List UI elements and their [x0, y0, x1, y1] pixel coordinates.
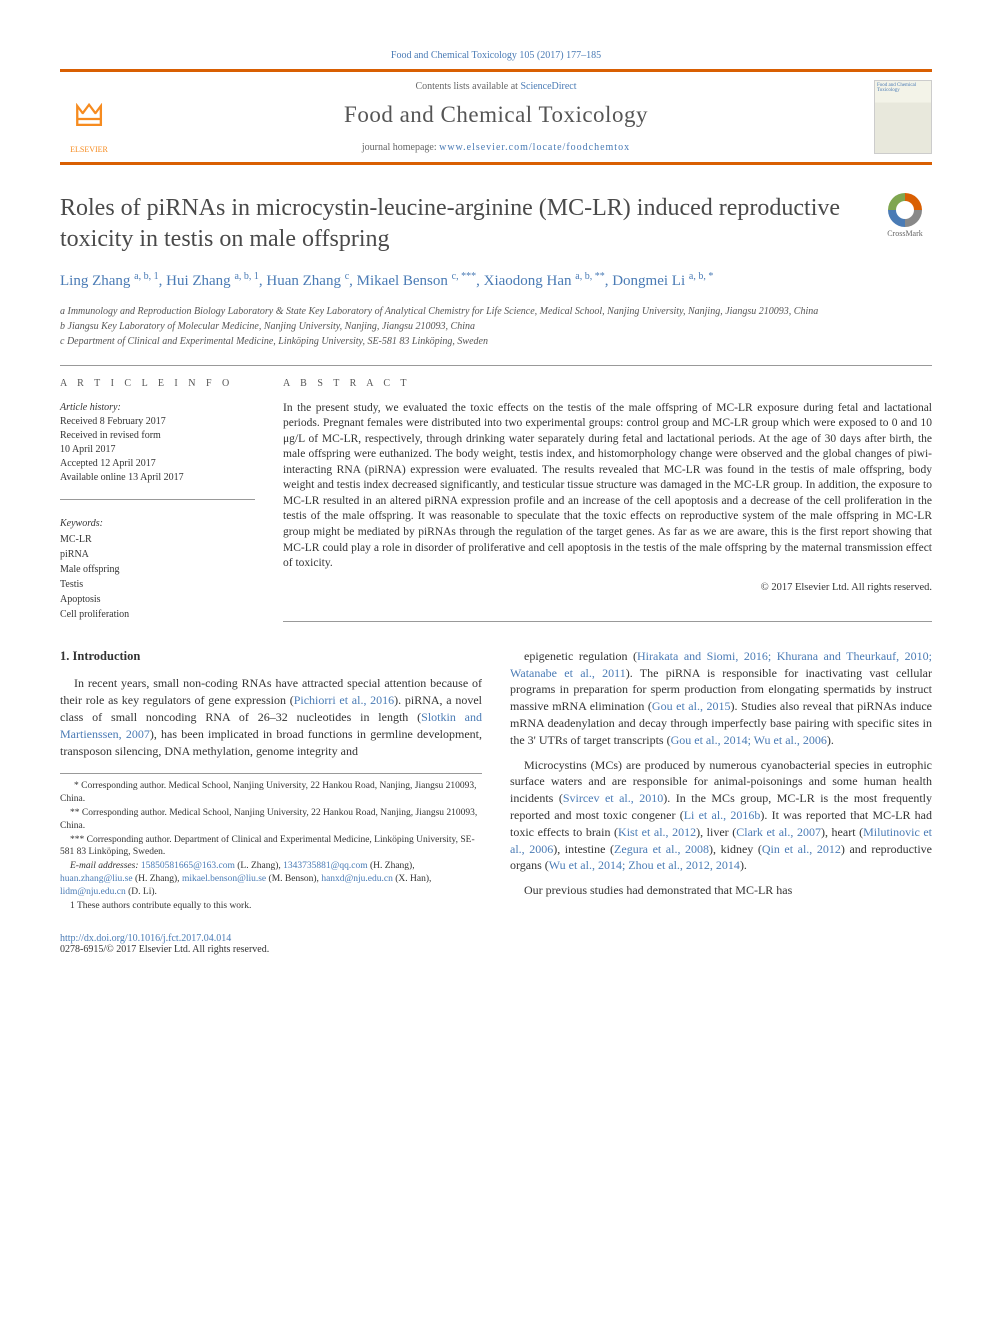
- bottom-bar: http://dx.doi.org/10.1016/j.fct.2017.04.…: [60, 933, 932, 955]
- homepage-line: journal homepage: www.elsevier.com/locat…: [136, 142, 856, 153]
- body-paragraph: epigenetic regulation (Hirakata and Siom…: [510, 648, 932, 749]
- article-title: Roles of piRNAs in microcystin-leucine-a…: [60, 193, 866, 255]
- authors-line: Ling Zhang a, b, 1, Hui Zhang a, b, 1, H…: [60, 269, 932, 293]
- article-info-label: A R T I C L E I N F O: [60, 378, 255, 389]
- journal-name: Food and Chemical Toxicology: [136, 102, 856, 128]
- doi-link[interactable]: http://dx.doi.org/10.1016/j.fct.2017.04.…: [60, 933, 231, 944]
- body-paragraph: Microcystins (MCs) are produced by numer…: [510, 757, 932, 875]
- keywords-block: Keywords: MC-LRpiRNAMale offspringTestis…: [60, 516, 255, 622]
- body-columns: 1. Introduction In recent years, small n…: [60, 648, 932, 914]
- body-paragraph: In recent years, small non-coding RNAs h…: [60, 675, 482, 759]
- article-info-column: A R T I C L E I N F O Article history: R…: [60, 365, 255, 622]
- email-addresses: E-mail addresses: 15850581665@163.com (L…: [60, 860, 482, 898]
- equal-contribution: 1 These authors contribute equally to th…: [60, 900, 482, 913]
- left-column: 1. Introduction In recent years, small n…: [60, 648, 482, 914]
- elsevier-logo: 🜲 ELSEVIER: [60, 82, 118, 152]
- journal-header: 🜲 ELSEVIER Contents lists available at S…: [60, 69, 932, 165]
- citation-line: Food and Chemical Toxicology 105 (2017) …: [60, 50, 932, 61]
- corr-author-2: ** Corresponding author. Medical School,…: [60, 807, 482, 833]
- publisher-name: ELSEVIER: [70, 145, 108, 154]
- article-history: Article history: Received 8 February 201…: [60, 401, 255, 500]
- issn-line: 0278-6915/© 2017 Elsevier Ltd. All right…: [60, 944, 269, 955]
- journal-cover-thumb: Food and Chemical Toxicology: [874, 80, 932, 154]
- corr-author-1: * Corresponding author. Medical School, …: [60, 780, 482, 806]
- affiliation-c: c Department of Clinical and Experimenta…: [60, 335, 932, 349]
- affiliation-b: b Jiangsu Key Laboratory of Molecular Me…: [60, 320, 932, 334]
- abstract-column: A B S T R A C T In the present study, we…: [283, 365, 932, 622]
- homepage-link[interactable]: www.elsevier.com/locate/foodchemtox: [439, 142, 630, 153]
- footnotes: * Corresponding author. Medical School, …: [60, 773, 482, 912]
- body-paragraph: Our previous studies had demonstrated th…: [510, 882, 932, 899]
- tree-icon: 🜲: [74, 80, 103, 145]
- sciencedirect-link[interactable]: ScienceDirect: [520, 81, 576, 92]
- abstract-copyright: © 2017 Elsevier Ltd. All rights reserved…: [283, 582, 932, 593]
- abstract-text: In the present study, we evaluated the t…: [283, 401, 932, 572]
- corr-author-3: *** Corresponding author. Department of …: [60, 834, 482, 860]
- affiliations: a Immunology and Reproduction Biology La…: [60, 305, 932, 349]
- contents-line: Contents lists available at ScienceDirec…: [136, 81, 856, 92]
- abstract-label: A B S T R A C T: [283, 378, 932, 389]
- affiliation-a: a Immunology and Reproduction Biology La…: [60, 305, 932, 319]
- crossmark-label: CrossMark: [878, 229, 932, 238]
- right-column: epigenetic regulation (Hirakata and Siom…: [510, 648, 932, 914]
- crossmark-icon: [888, 193, 922, 227]
- crossmark-badge[interactable]: CrossMark: [878, 193, 932, 238]
- section-heading: 1. Introduction: [60, 648, 482, 666]
